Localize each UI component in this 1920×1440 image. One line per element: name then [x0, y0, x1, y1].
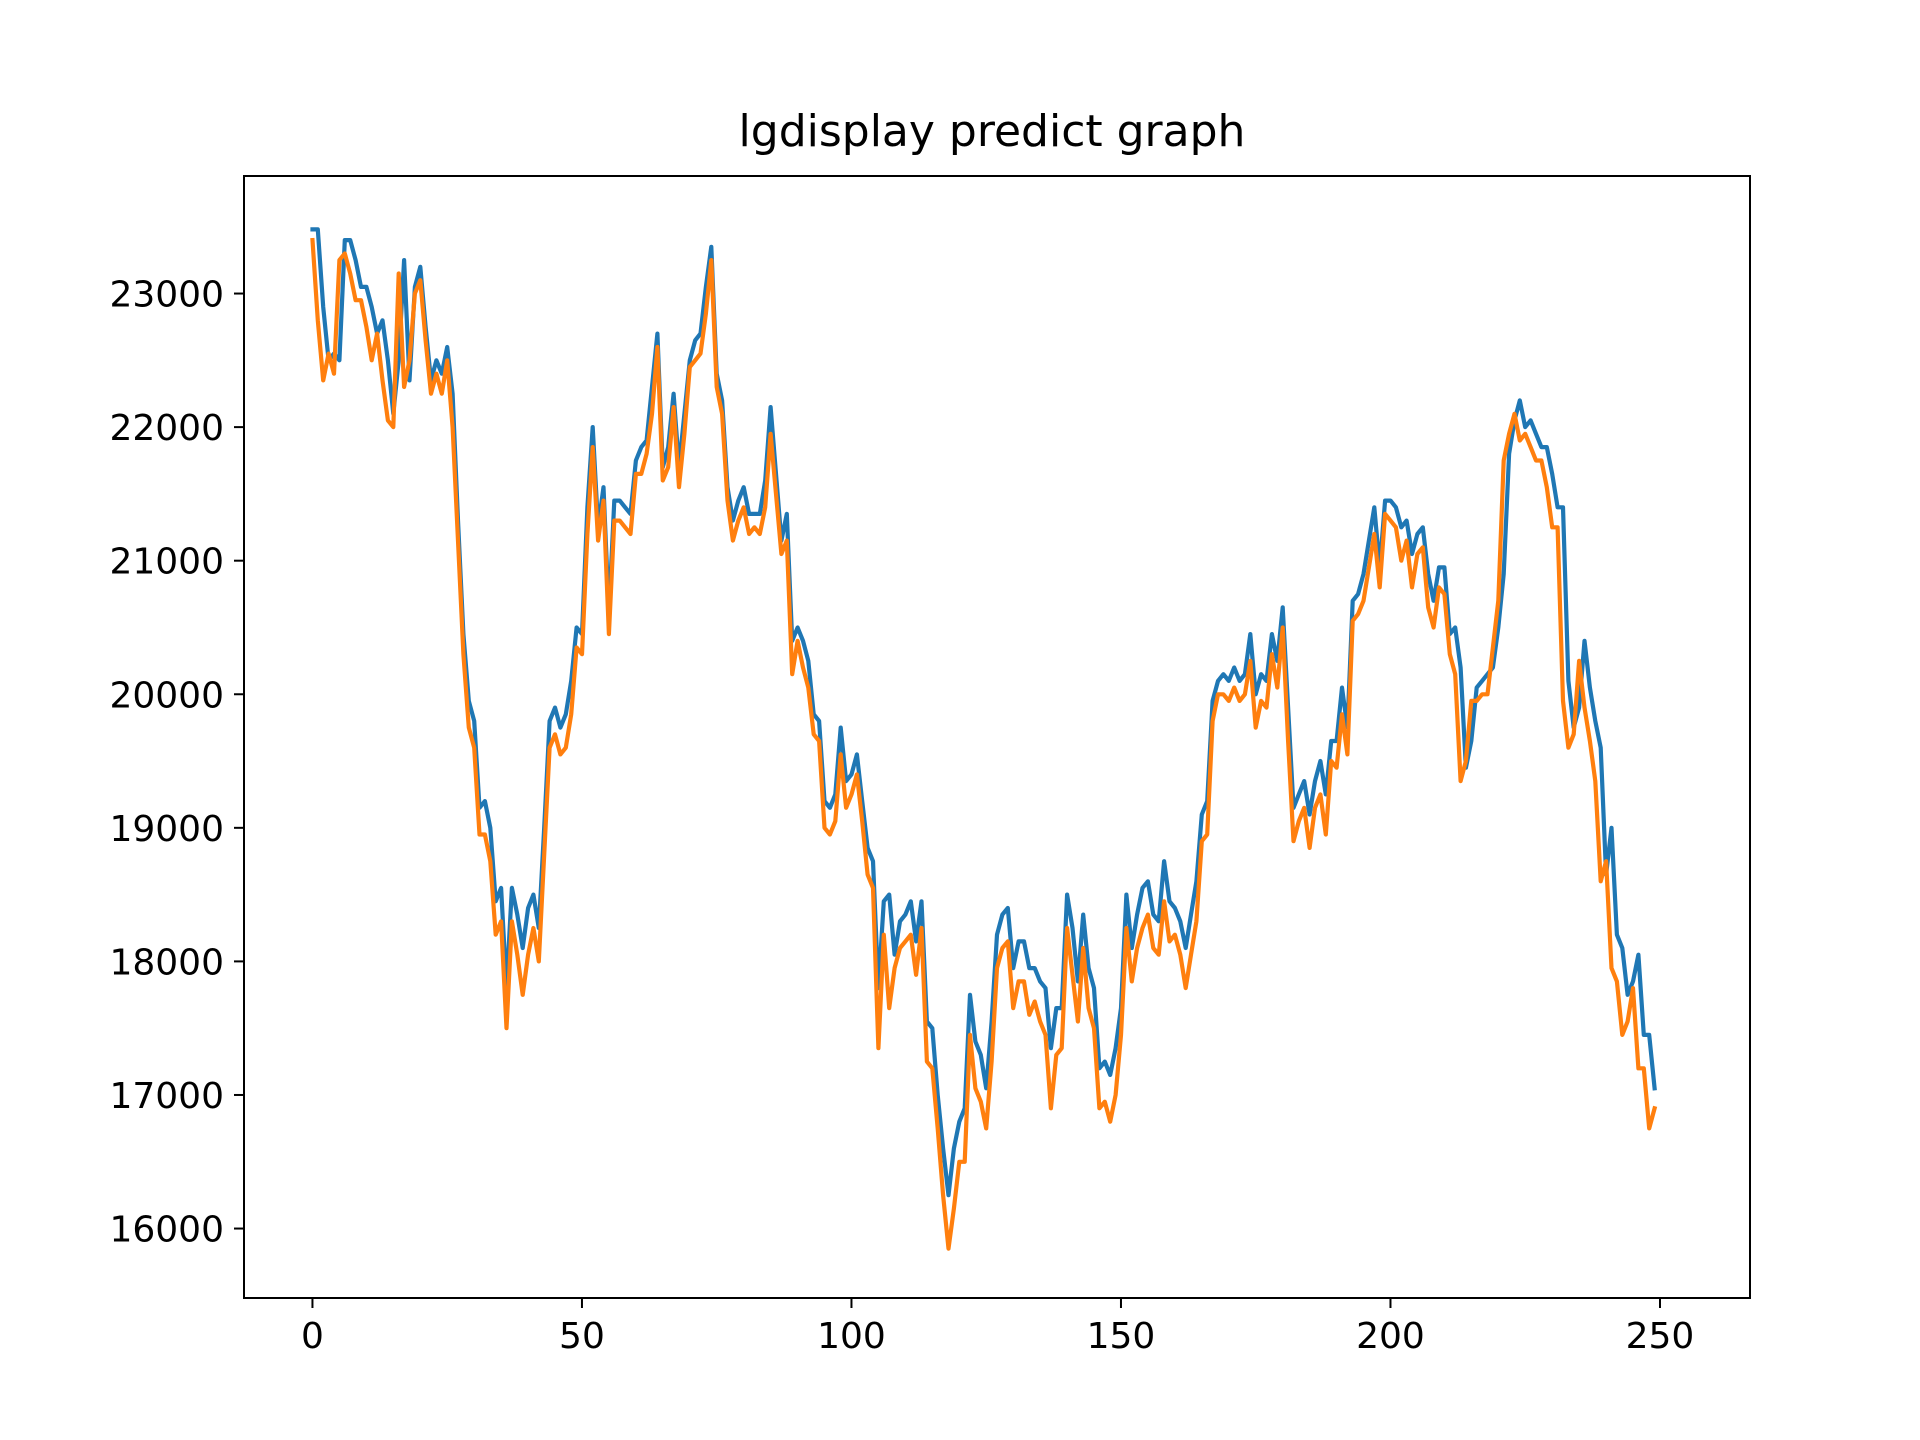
y-tick-label: 17000 [109, 1076, 224, 1117]
x-tick-label: 150 [1087, 1316, 1156, 1357]
plot-area-frame [243, 175, 1751, 1299]
x-tick-label: 200 [1356, 1316, 1425, 1357]
y-tick-label: 19000 [109, 809, 224, 850]
y-tick-label: 21000 [109, 542, 224, 583]
x-tick-label: 0 [301, 1316, 324, 1357]
x-tick-label: 100 [817, 1316, 886, 1357]
x-tick-label: 250 [1626, 1316, 1695, 1357]
y-tick-label: 22000 [109, 408, 224, 449]
y-axis: 16000 17000 18000 19000 20000 21000 22000 23000 [109, 275, 244, 1251]
x-tick-label: 50 [559, 1316, 605, 1357]
series-layer [310, 227, 1658, 1251]
y-tick-label: 18000 [109, 942, 224, 983]
y-tick-label: 23000 [109, 275, 224, 316]
series-line-1 [310, 227, 1657, 1198]
y-tick-label: 16000 [109, 1210, 224, 1251]
x-axis: 0 50 100 150 200 250 [301, 1298, 1694, 1357]
series-line-2 [310, 237, 1658, 1251]
y-tick-label: 20000 [109, 675, 224, 716]
chart-title: lgdisplay predict graph [739, 106, 1246, 157]
